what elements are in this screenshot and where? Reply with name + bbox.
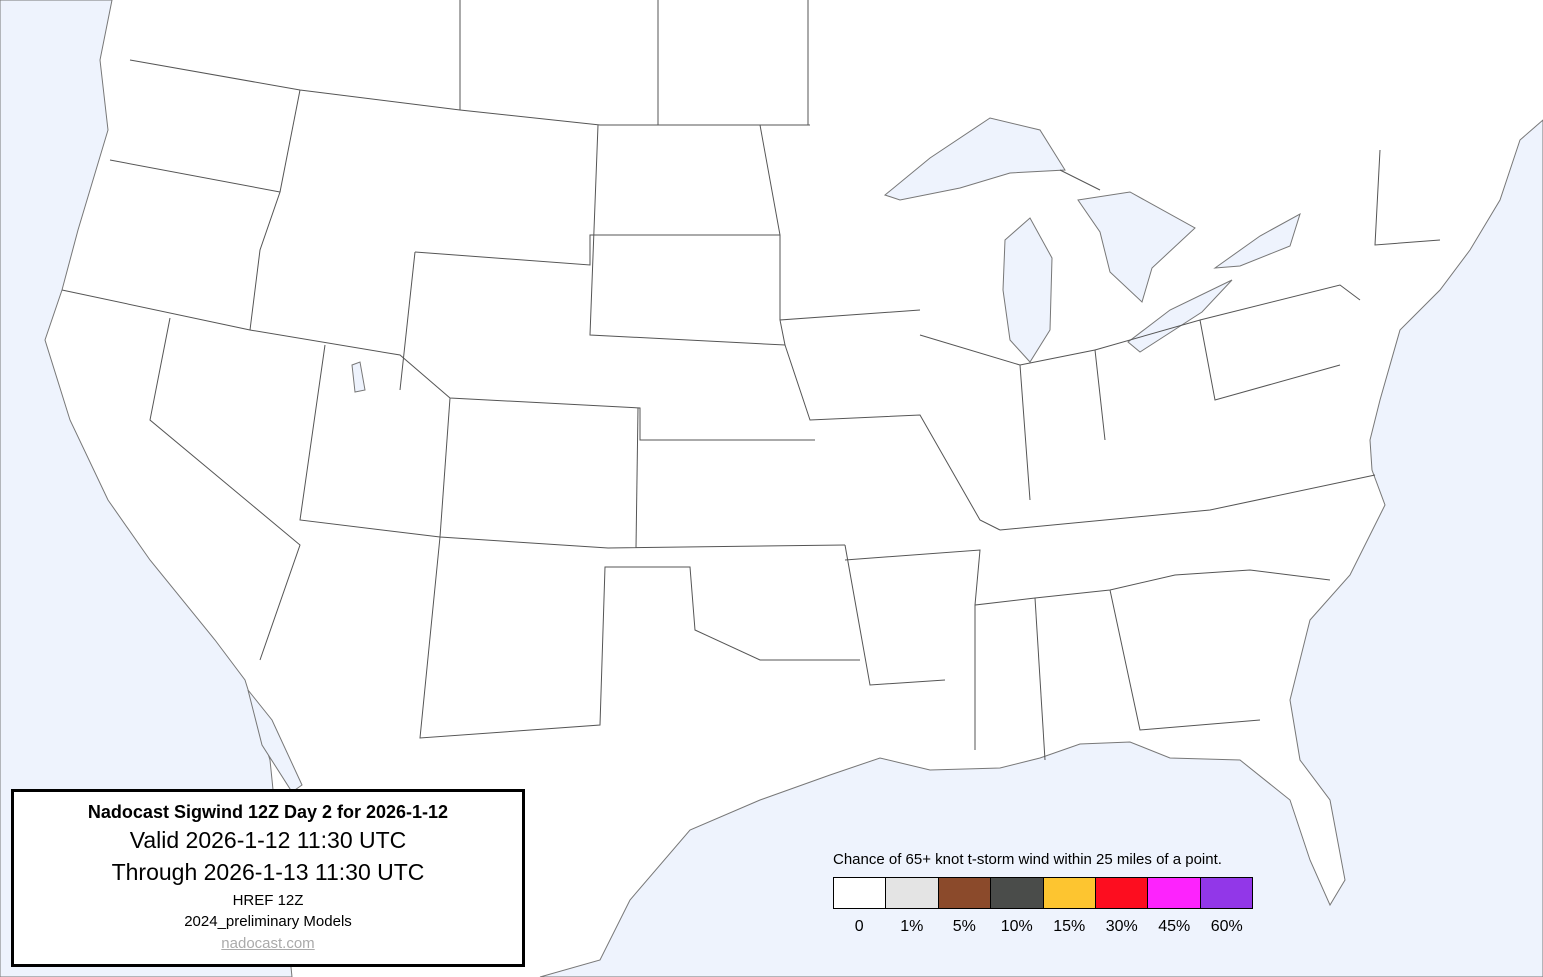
legend-label: 45%: [1158, 918, 1191, 935]
legend-label: 10%: [1000, 918, 1033, 935]
nadocast-link[interactable]: nadocast.com: [221, 935, 315, 952]
legend-label: 60%: [1210, 918, 1243, 935]
great-salt-lake: [351, 361, 366, 393]
legend: Chance of 65+ knot t-storm wind within 2…: [833, 851, 1273, 936]
legend-swatches: [833, 877, 1253, 909]
models-version: 2024_preliminary Models: [184, 913, 352, 930]
map-title: Nadocast Sigwind 12Z Day 2 for 2026-1-12: [87, 802, 449, 822]
lake-huron: [1077, 191, 1196, 303]
legend-label: 5%: [952, 918, 976, 935]
legend-title: Chance of 65+ knot t-storm wind within 2…: [833, 851, 1222, 868]
legend-swatch: [938, 878, 992, 908]
state-borders: [61, 0, 1441, 761]
title-box: Nadocast Sigwind 12Z Day 2 for 2026-1-12…: [11, 789, 525, 967]
legend-swatch: [1043, 878, 1096, 908]
legend-swatch: [1200, 878, 1252, 908]
legend-label: 15%: [1053, 918, 1086, 935]
legend-label: 1%: [900, 918, 924, 935]
lake-erie: [1127, 279, 1233, 353]
model-name: HREF 12Z: [232, 892, 304, 909]
legend-labels: 0 1% 5% 10% 15% 30% 45% 60%: [833, 918, 1253, 936]
legend-label: 30%: [1105, 918, 1138, 935]
valid-time: Valid 2026-1-12 11:30 UTC: [129, 827, 407, 853]
through-time: Through 2026-1-13 11:30 UTC: [111, 859, 425, 885]
gulf-and-atlantic: [539, 119, 1543, 977]
legend-swatch: [991, 878, 1044, 908]
legend-swatch: [1095, 878, 1149, 908]
legend-label: 0: [854, 918, 864, 935]
lake-superior: [883, 117, 1066, 201]
lake-ontario: [1213, 212, 1301, 269]
legend-swatch: [1148, 878, 1201, 908]
gulf-of-california: [247, 689, 303, 793]
legend-swatch: [834, 878, 887, 908]
legend-swatch: [886, 878, 939, 908]
lake-michigan: [1002, 217, 1053, 363]
